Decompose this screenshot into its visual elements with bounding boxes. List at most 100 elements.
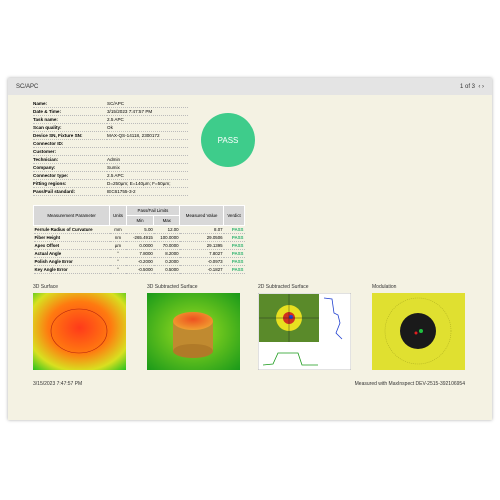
info-row: Connector ID: — [33, 139, 188, 148]
2d-surface-image — [258, 293, 351, 370]
cell: PASS — [223, 225, 245, 234]
info-value — [107, 147, 188, 156]
cell: -0.1827 — [179, 265, 224, 274]
measurement-row: Fiber Height nm -265.4915 100.0000 29.0506 PA… — [33, 233, 245, 242]
cell: Key Angle Error — [33, 265, 110, 274]
th: Measured Value — [179, 205, 225, 226]
cell: 7.8027 — [179, 249, 224, 258]
cell: mm — [109, 225, 127, 234]
info-label: Fitting regions: — [33, 179, 107, 188]
cell: nm — [109, 233, 127, 242]
measurement-row: Apex Offset µm 0.0000 70.0000 29.1395 PASS — [33, 241, 245, 250]
cell: 70.0000 — [153, 241, 180, 250]
surface-image — [33, 293, 126, 370]
info-value: 3/15/2023 7:47:57 PM — [107, 107, 188, 116]
footer-date: 3/15/2023 7:47:57 PM — [33, 381, 83, 387]
footer-note: Measured with MaxInspect DEV-2515-392106… — [354, 381, 465, 387]
info-label: Pass/Fail standard: — [33, 187, 107, 196]
th: Measurement Parameter — [32, 205, 111, 226]
info-value: Sumix — [107, 163, 188, 172]
info-value: Ok — [107, 123, 188, 132]
cell: Apex Offset — [33, 241, 110, 250]
cell: 0.0000 — [126, 241, 154, 250]
th: Min — [125, 215, 155, 226]
cell: -0.5000 — [126, 265, 154, 274]
info-value: 2.5 APC — [107, 115, 188, 124]
info-row: Task name: 2.5 APC — [33, 115, 188, 124]
info-label: Connector ID: — [33, 139, 107, 148]
cell: -265.4915 — [126, 233, 154, 242]
cell: 8.2000 — [153, 249, 180, 258]
info-label: Customer: — [33, 147, 107, 156]
info-label: Name: — [33, 100, 107, 108]
cell: 100.0000 — [153, 233, 180, 242]
report-panel: SC/APC 1 of 3 ‹ › Name: SC/APC Date & Time:… — [8, 78, 492, 420]
cell: 0.2000 — [153, 257, 180, 266]
info-row: Connector type: 2.5 APC — [33, 171, 188, 180]
measurement-row: Polish Angle Error ° -0.2000 0.2000 -0.0973 P… — [33, 257, 245, 266]
info-row: Scan quality: Ok — [33, 123, 188, 132]
cell: PASS — [223, 233, 245, 242]
cell: Fiber Height — [33, 233, 110, 242]
cell: ° — [109, 257, 127, 266]
info-value: Admin — [107, 155, 188, 164]
th: Units — [109, 205, 127, 226]
cell: 0.5000 — [153, 265, 180, 274]
cell: Ferrule Radius of Curvature — [33, 225, 110, 234]
info-value: 2.5 APC — [107, 171, 188, 180]
page-count: 1 of 3 — [459, 83, 475, 90]
verdict-badge: PASS — [201, 113, 255, 167]
th: Pass/Fail Limits — [125, 205, 181, 216]
cell: Polish Angle Error — [33, 257, 110, 266]
measurement-row: Ferrule Radius of Curvature mm 5.00 12.00 8.… — [33, 225, 245, 234]
info-row: Customer: — [33, 147, 188, 156]
title: SC/APC — [16, 83, 39, 90]
caption: 2D Subtracted Surface — [258, 284, 309, 290]
cell: PASS — [223, 241, 245, 250]
measurement-row: Key Angle Error ° -0.5000 0.5000 -0.1827 PASS — [33, 265, 245, 274]
cell: ° — [109, 249, 127, 258]
info-label: Connector type: — [33, 171, 107, 180]
cell: 7.8000 — [126, 249, 154, 258]
cell: 12.00 — [153, 225, 180, 234]
header: SC/APC 1 of 3 ‹ › — [8, 78, 492, 95]
cell: -0.2000 — [126, 257, 154, 266]
pager[interactable]: 1 of 3 ‹ › — [459, 83, 484, 90]
info-label: Technician: — [33, 155, 107, 164]
cell: 29.0506 — [179, 233, 224, 242]
info-label: Scan quality: — [33, 123, 107, 132]
cell: Actual Angle — [33, 249, 110, 258]
cell: PASS — [223, 257, 245, 266]
info-row: Technician: Admin — [33, 155, 188, 164]
info-label: Company: — [33, 163, 107, 172]
info-table: Name: SC/APC Date & Time: 3/15/2023 7:47:57… — [33, 100, 188, 196]
th: Verdict — [223, 205, 245, 226]
subtracted-surface-image — [147, 293, 240, 370]
cell: 8.07 — [179, 225, 224, 234]
caption: 3D Subtracted Surface — [147, 284, 198, 290]
cell: PASS — [223, 249, 245, 258]
info-row: Fitting regions: D=250µm; E=140µm; F=50µm… — [33, 179, 188, 188]
cell: 5.00 — [126, 225, 154, 234]
measurement-row: Actual Angle ° 7.8000 8.2000 7.8027 PASS — [33, 249, 245, 258]
info-label: Device SN, Fixture SN: — [33, 131, 107, 140]
info-value: MAX-QS-14118, 2300172 — [107, 131, 188, 140]
info-label: Task name: — [33, 115, 107, 124]
cell: ° — [109, 265, 127, 274]
info-row: Date & Time: 3/15/2023 7:47:57 PM — [33, 107, 188, 116]
cell: µm — [109, 241, 127, 250]
measurement-table: Measurement Parameter Units Pass/Fail Limi… — [32, 205, 245, 274]
caption: 3D Surface — [33, 284, 59, 290]
modulation-image — [372, 293, 465, 370]
caption: Modulation — [372, 284, 397, 290]
info-row: Company: Sumix — [33, 163, 188, 172]
cell: -0.0973 — [179, 257, 224, 266]
info-row: Name: SC/APC — [33, 100, 188, 108]
cell: 29.1395 — [179, 241, 224, 250]
info-value — [107, 139, 188, 148]
info-value: D=250µm; E=140µm; F=50µm; — [107, 179, 188, 188]
th: Max — [153, 215, 181, 226]
info-value: SC/APC — [107, 100, 188, 108]
info-label: Date & Time: — [33, 107, 107, 116]
